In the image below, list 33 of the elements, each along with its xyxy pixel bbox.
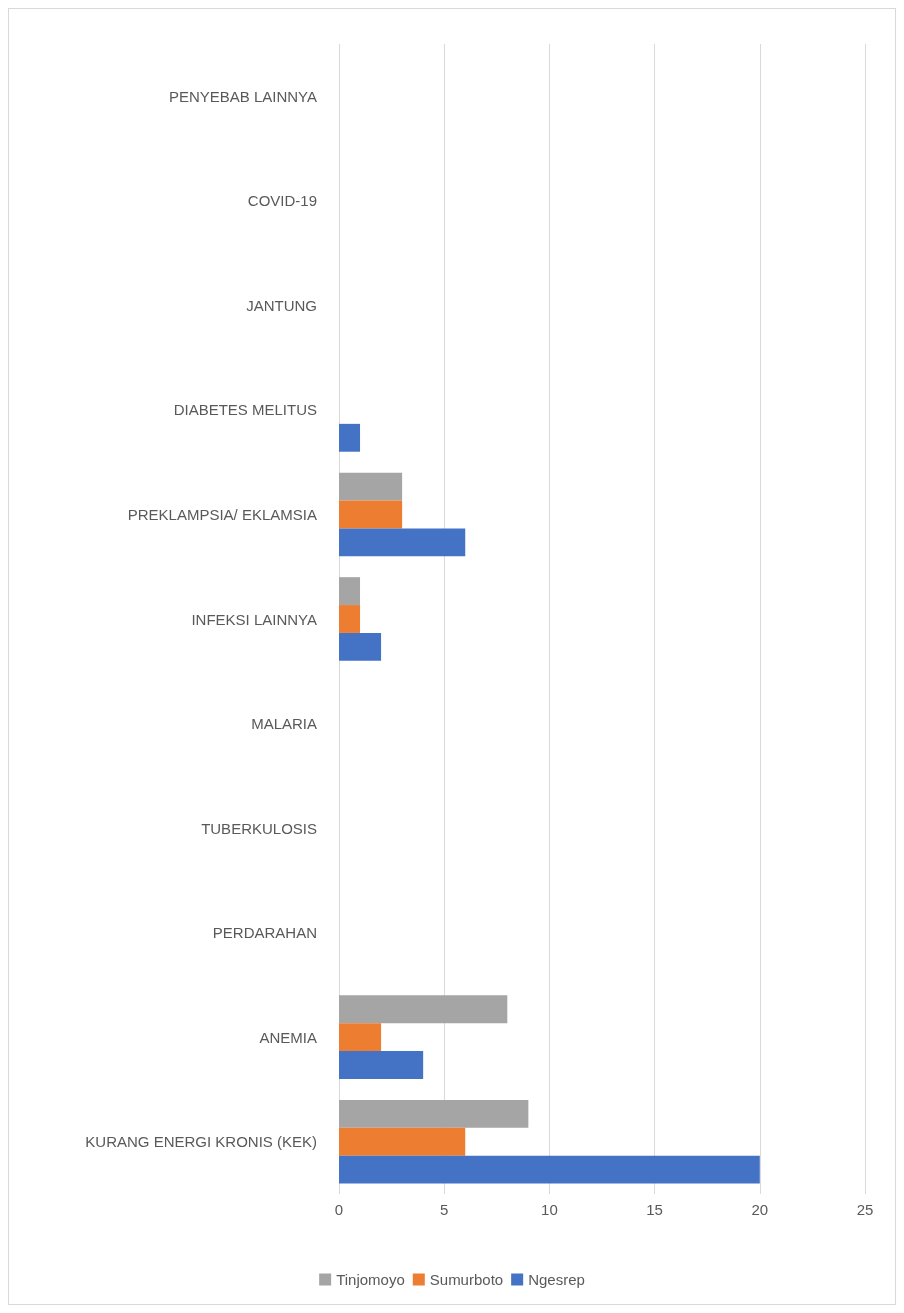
x-tick-label: 0 <box>334 1201 344 1218</box>
bar <box>339 632 382 661</box>
bar <box>339 1023 382 1052</box>
x-tick-label: 20 <box>751 1201 769 1218</box>
y-tick-label: DIABETES MELITUS <box>173 401 317 419</box>
legend-label: Tinjomoyo <box>336 1271 405 1288</box>
bar <box>339 423 361 452</box>
bar <box>339 605 361 633</box>
bar <box>339 472 403 501</box>
y-tick-label: PREKLAMPSIA/ EKLAMSIA <box>127 505 317 523</box>
bar <box>339 1155 760 1184</box>
x-tick-label: 25 <box>856 1201 874 1218</box>
y-tick-label: KURANG ENERGI KRONIS (KEK) <box>85 1133 317 1151</box>
y-tick-label: ANEMIA <box>259 1028 317 1046</box>
x-tick-label: 15 <box>646 1201 663 1218</box>
bar <box>339 500 403 529</box>
y-tick-label: PENYEBAB LAINNYA <box>168 87 317 105</box>
y-tick-label: MALARIA <box>251 715 317 733</box>
bar <box>339 528 466 557</box>
y-tick-label: INFEKSI LAINNYA <box>191 610 317 628</box>
bar <box>339 1127 466 1156</box>
bar <box>339 1099 529 1128</box>
legend-label: Ngesrep <box>528 1271 585 1288</box>
bar <box>339 1051 424 1079</box>
y-tick-label: COVID-19 <box>247 192 317 210</box>
bar <box>339 995 508 1024</box>
x-tick-label: 5 <box>440 1201 449 1218</box>
bar <box>339 577 361 606</box>
y-tick-label: TUBERKULOSIS <box>201 819 317 837</box>
y-tick-label: JANTUNG <box>246 296 317 314</box>
legend-label: Sumurboto <box>429 1271 504 1288</box>
x-tick-label: 10 <box>541 1201 558 1218</box>
y-tick-label: PERDARAHAN <box>212 924 317 942</box>
